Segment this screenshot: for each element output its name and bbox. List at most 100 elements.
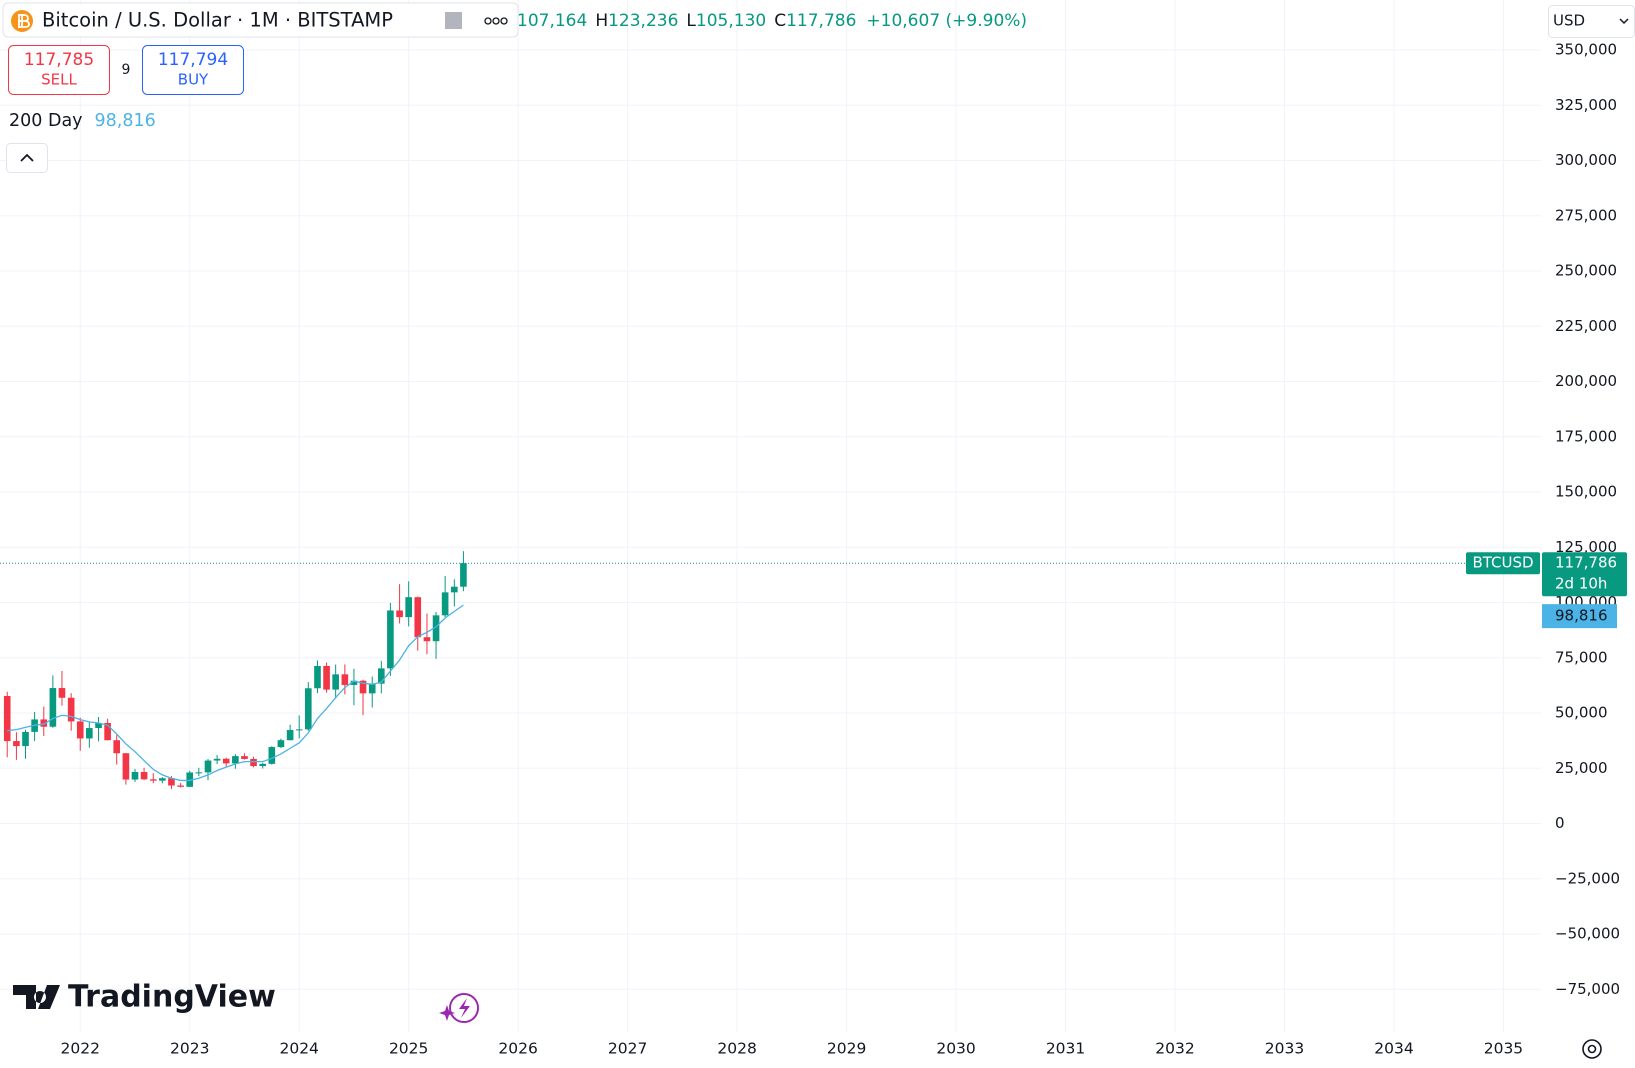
candle-body (387, 610, 394, 669)
currency: USD (1553, 12, 1585, 30)
candle-body (186, 772, 194, 787)
candle-body (332, 674, 339, 690)
flag-icon[interactable] (445, 12, 462, 29)
candle-body (232, 756, 239, 764)
plot (0, 551, 1541, 790)
x-tick-label: 2024 (279, 1040, 318, 1058)
coin-glyph (18, 14, 30, 28)
x-tick-label: 2031 (1046, 1040, 1085, 1058)
candle-body (40, 719, 48, 727)
candle-body (58, 688, 66, 698)
sparkle (439, 1005, 455, 1021)
candle-body (405, 597, 412, 618)
time-axis-bg (0, 1032, 1635, 1068)
candle-body (195, 772, 203, 774)
grid (0, 0, 1541, 1032)
more-icon[interactable] (484, 17, 492, 25)
candle-body (113, 740, 121, 754)
candle-body (131, 772, 139, 780)
x-tick-label: 2034 (1374, 1040, 1413, 1058)
y-tick-label: 0 (1555, 814, 1565, 832)
candle-body (250, 758, 257, 767)
candle-body (76, 721, 84, 739)
candle-body (396, 610, 403, 618)
y-tick-label: −75,000 (1555, 980, 1620, 998)
candle-body (177, 785, 184, 787)
y-tick-label: −25,000 (1555, 869, 1620, 887)
ohlc-label: C (774, 11, 786, 31)
sell-label: SELL (41, 71, 77, 89)
ma-badge-value: 98,816 (1555, 607, 1608, 625)
axis-bg (1541, 0, 1635, 1068)
candle-body (13, 741, 20, 747)
candle-body (341, 674, 349, 685)
y-tick-label: 275,000 (1555, 206, 1617, 224)
candle-body (314, 665, 321, 689)
ma-line (7, 604, 464, 782)
buy-button[interactable] (142, 45, 244, 95)
x-tick-label: 2035 (1484, 1040, 1523, 1058)
candle-body (149, 779, 157, 781)
ohlc-value: 105,130 (696, 11, 766, 31)
candle-body (259, 763, 267, 767)
symbol-badge-label: BTCUSD (1472, 554, 1533, 572)
collapse-button[interactable] (6, 143, 48, 173)
header-box (2, 2, 519, 38)
more-icon (500, 17, 508, 25)
candle-body (304, 688, 312, 730)
candle-body (359, 680, 367, 694)
candle-body (168, 778, 175, 786)
candle-body (460, 563, 467, 587)
sell-price: 117,785 (24, 50, 94, 70)
brand-logo (13, 985, 60, 1009)
assistant-icon[interactable] (449, 993, 479, 1023)
price-badge-value: 117,786 (1555, 554, 1617, 572)
candle-body (104, 722, 111, 741)
buy-label: BUY (178, 71, 209, 89)
y-tick-label: 125,000 (1555, 538, 1617, 556)
x-tick-label: 2025 (389, 1040, 428, 1058)
settings-icon-center (1587, 1044, 1597, 1054)
y-tick-label: 75,000 (1555, 648, 1608, 666)
candle-body (3, 696, 11, 742)
candle-body (159, 778, 166, 781)
candle-body (204, 760, 212, 773)
symbol-badge (1466, 552, 1540, 575)
x-tick-label: 2028 (717, 1040, 756, 1058)
brand: TradingView (68, 980, 276, 1015)
y-tick-label: 225,000 (1555, 317, 1617, 335)
ma-badge (1542, 604, 1617, 629)
candle-body (49, 688, 57, 727)
spread: 9 (122, 62, 131, 78)
x-tick-label: 2023 (170, 1040, 209, 1058)
y-tick-label: 300,000 (1555, 151, 1617, 169)
x-tick-label: 2022 (61, 1040, 100, 1058)
indicator-value: 98,816 (95, 111, 156, 131)
x-tick-label: 2026 (498, 1040, 537, 1058)
chevron-up (20, 153, 34, 162)
bolt (459, 998, 470, 1018)
candle-body (423, 637, 431, 642)
candle-body (323, 665, 330, 690)
candle-body (222, 758, 230, 764)
x-tick-label: 2027 (608, 1040, 647, 1058)
settings-icon[interactable] (1582, 1039, 1602, 1059)
candle-body (268, 747, 276, 764)
candle-body (122, 753, 130, 780)
candle-body (350, 680, 358, 685)
x-tick-label: 2029 (827, 1040, 866, 1058)
candle-body (286, 730, 294, 741)
ohlc: 107,164 H123,236 L105,130 C117,786 +10,607 (… (517, 11, 1027, 31)
x-tick-label: 2030 (936, 1040, 975, 1058)
x-tick-label: 2033 (1265, 1040, 1304, 1058)
sell-button[interactable] (8, 45, 110, 95)
y-tick-label: 200,000 (1555, 372, 1617, 390)
candle-body (86, 728, 93, 739)
y-tick-label: 250,000 (1555, 262, 1617, 280)
candle-body (140, 772, 148, 780)
price-badge (1542, 552, 1627, 597)
y-tick-label: 350,000 (1555, 41, 1617, 59)
